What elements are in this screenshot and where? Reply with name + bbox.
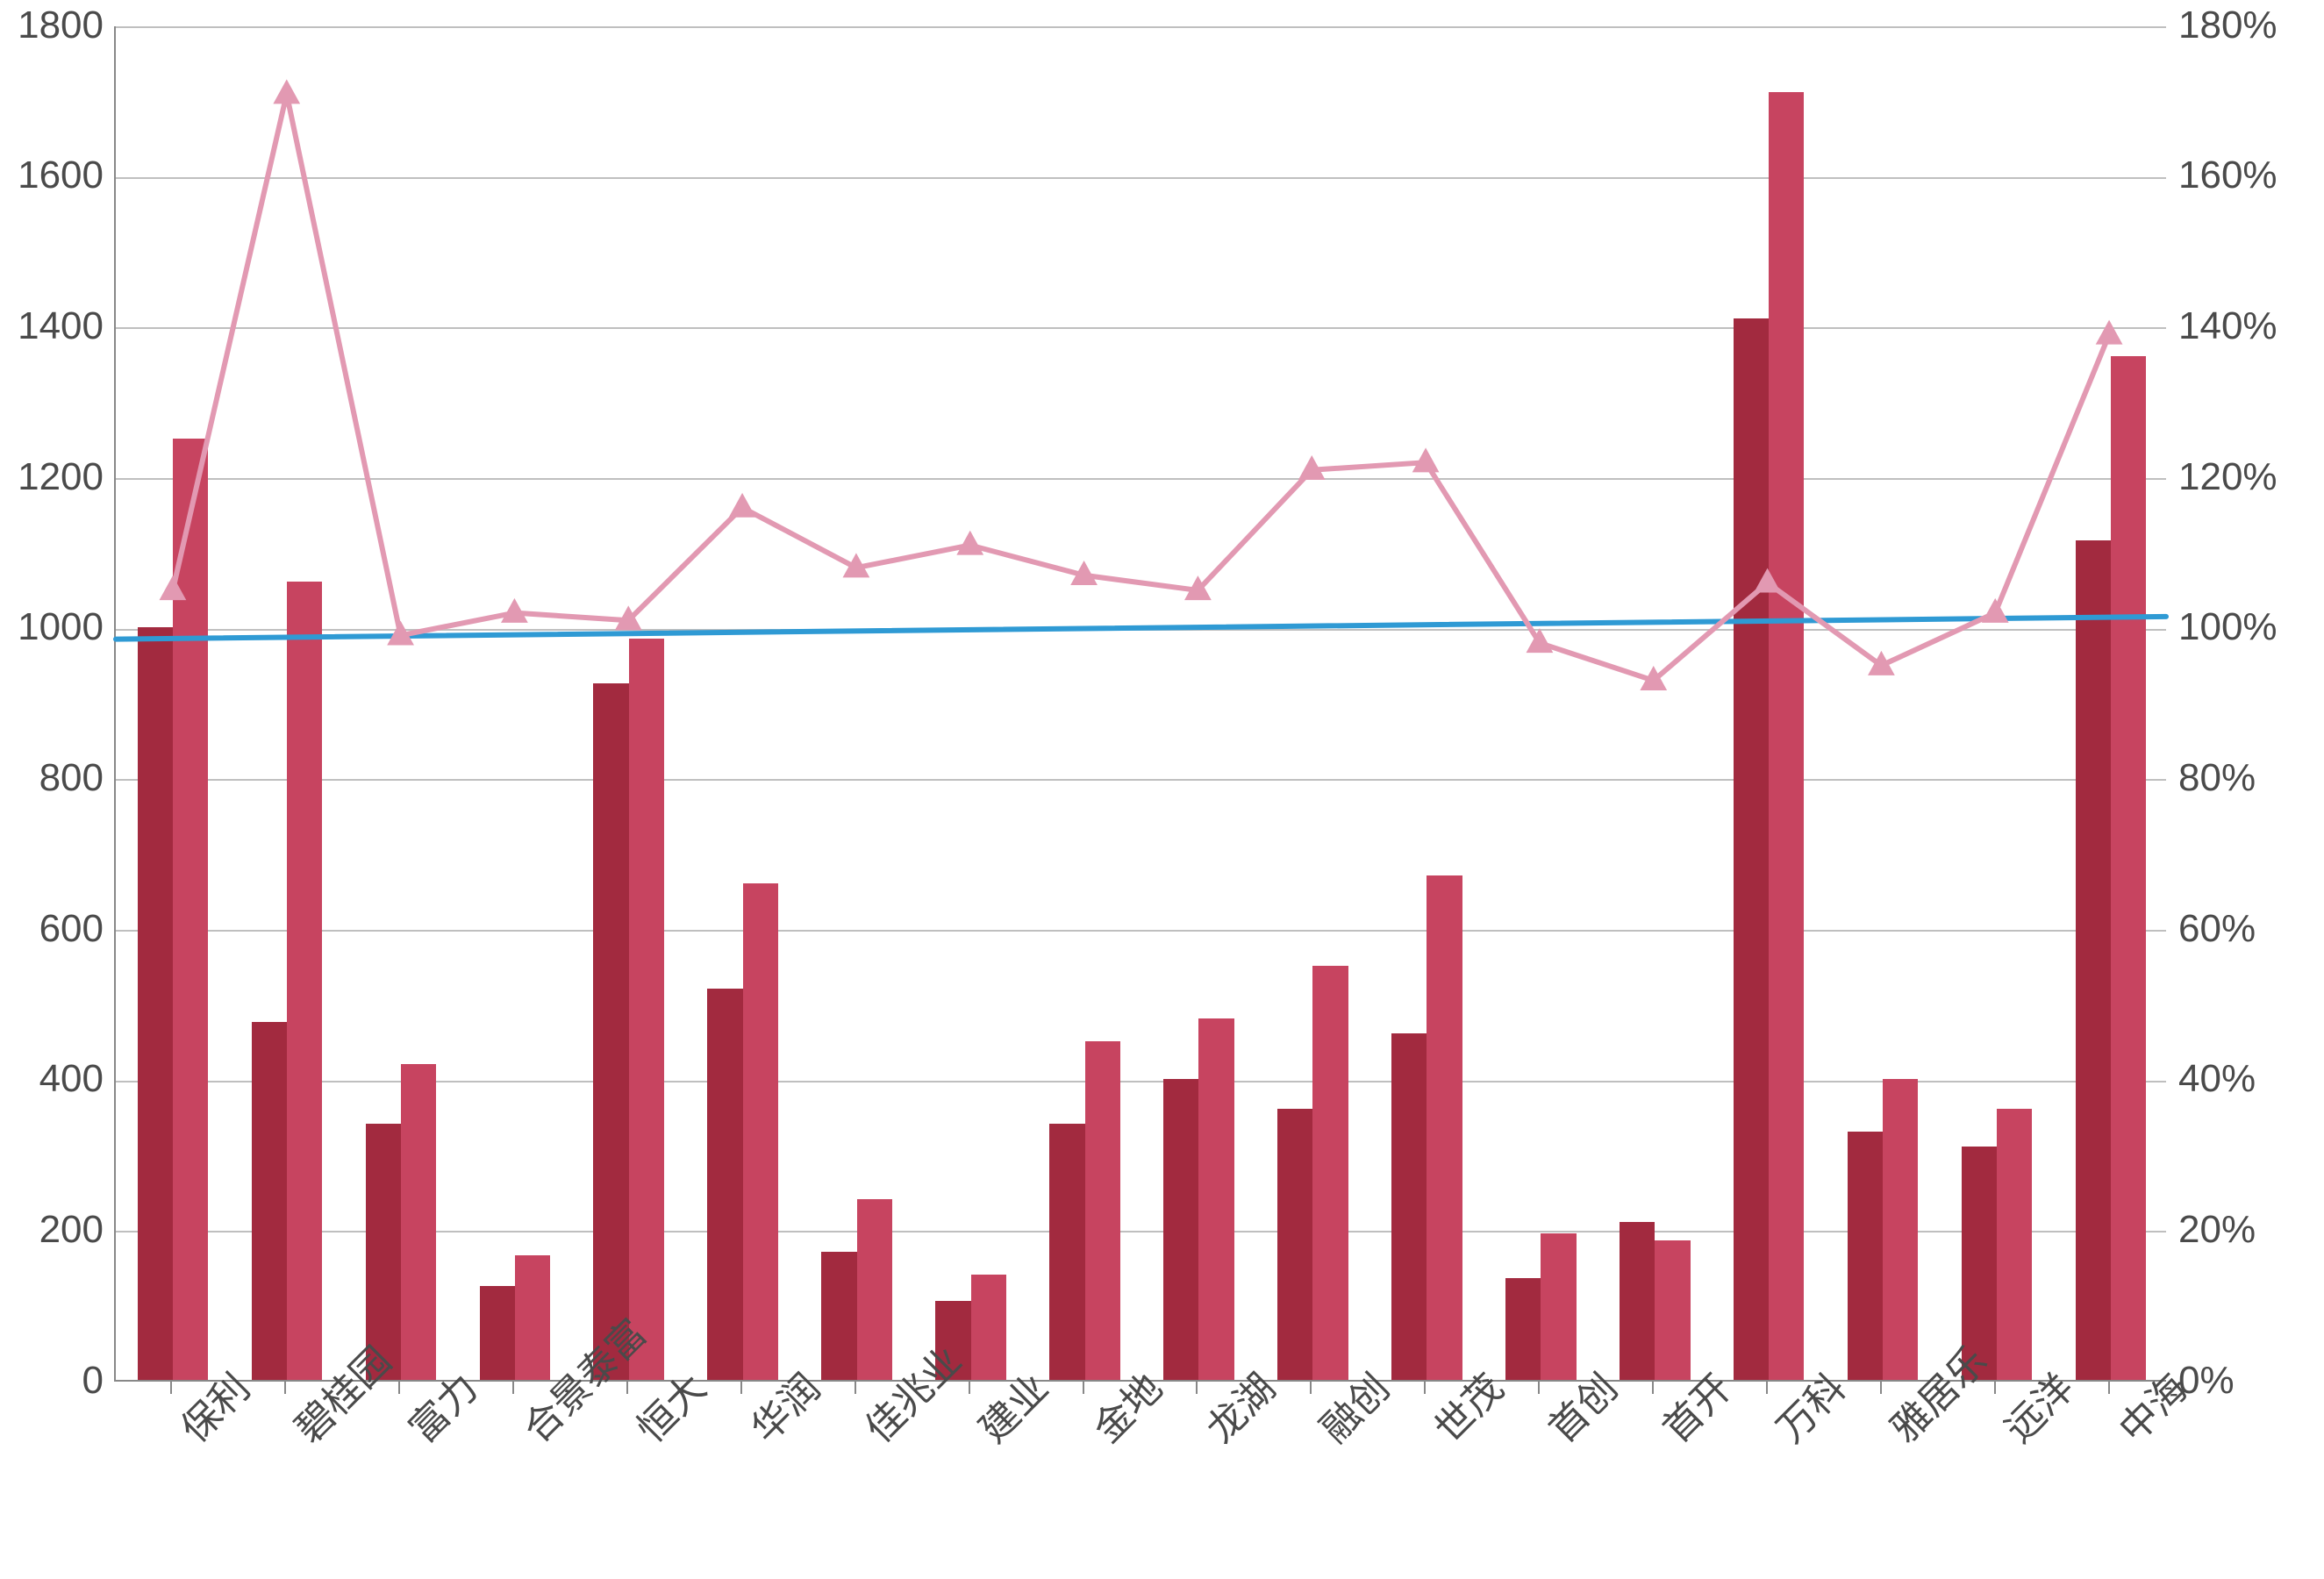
overlay-svg	[116, 26, 2166, 1380]
trend-line	[116, 617, 2166, 639]
x-tick	[855, 1382, 856, 1394]
ratio-marker	[501, 598, 528, 623]
y-left-tick-label: 1000	[18, 605, 104, 649]
y-right-tick-label: 140%	[2178, 304, 2278, 348]
ratio-marker	[729, 493, 756, 518]
x-tick	[1083, 1382, 1084, 1394]
x-tick	[1196, 1382, 1198, 1394]
x-tick	[1538, 1382, 1540, 1394]
x-tick	[1880, 1382, 1882, 1394]
x-tick	[740, 1382, 742, 1394]
y-right-tick-label: 20%	[2178, 1208, 2256, 1252]
y-left-tick-label: 400	[39, 1057, 104, 1101]
ratio-marker	[160, 575, 187, 600]
y-left-tick-label: 800	[39, 756, 104, 800]
ratio-marker	[1982, 598, 2009, 623]
ratio-marker	[2096, 320, 2123, 345]
y-right-tick-label: 80%	[2178, 756, 2256, 800]
y-left-tick-label: 1800	[18, 4, 104, 47]
y-right-tick-label: 100%	[2178, 605, 2278, 649]
ratio-marker	[273, 79, 300, 104]
ratio-marker	[1754, 568, 1781, 593]
y-left-tick-label: 600	[39, 907, 104, 951]
x-tick	[1766, 1382, 1768, 1394]
x-tick	[1994, 1382, 1996, 1394]
y-left-tick-label: 200	[39, 1208, 104, 1252]
x-tick	[969, 1382, 970, 1394]
y-right-tick-label: 160%	[2178, 154, 2278, 197]
y-left-tick-label: 1200	[18, 455, 104, 499]
y-right-tick-label: 60%	[2178, 907, 2256, 951]
x-tick	[1310, 1382, 1312, 1394]
x-tick	[170, 1382, 172, 1394]
ratio-marker	[956, 531, 983, 555]
ratio-marker	[1412, 447, 1440, 472]
x-tick	[1652, 1382, 1654, 1394]
y-right-tick-label: 40%	[2178, 1057, 2256, 1101]
x-tick	[1424, 1382, 1426, 1394]
y-left-tick-label: 1600	[18, 154, 104, 197]
x-tick	[626, 1382, 628, 1394]
chart-container: 0200400600800100012001400160018000%20%40…	[0, 0, 2324, 1579]
x-tick	[2108, 1382, 2110, 1394]
y-left-tick-label: 1400	[18, 304, 104, 348]
plot-area	[114, 26, 2166, 1382]
x-tick	[284, 1382, 286, 1394]
x-tick	[398, 1382, 400, 1394]
y-left-tick-label: 0	[82, 1359, 104, 1403]
ratio-line	[173, 94, 2109, 681]
y-right-tick-label: 120%	[2178, 455, 2278, 499]
x-tick	[512, 1382, 514, 1394]
y-right-tick-label: 180%	[2178, 4, 2278, 47]
